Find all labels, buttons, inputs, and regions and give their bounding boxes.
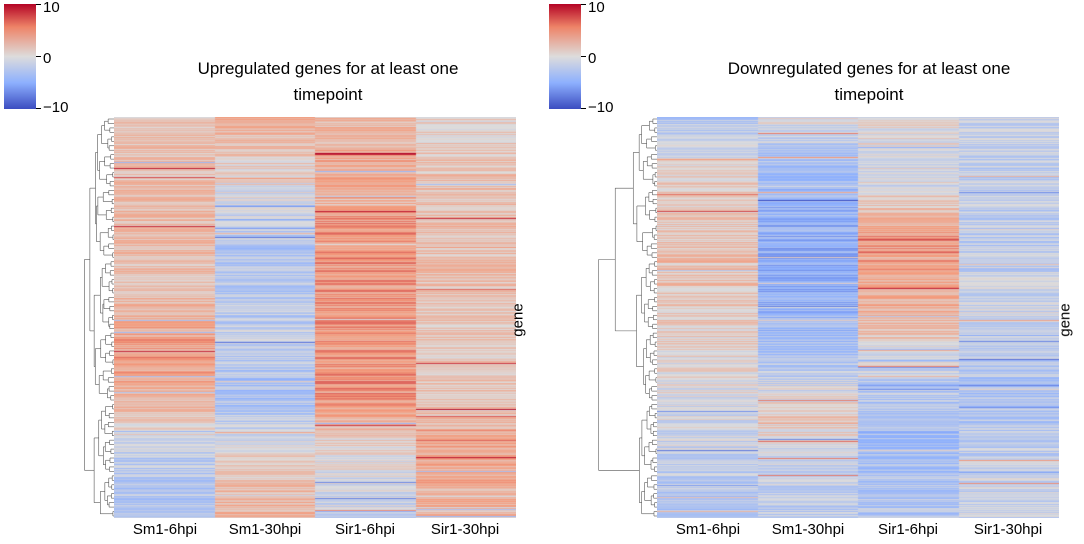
colorbar-tick <box>36 56 41 57</box>
row-dendrogram <box>84 118 114 517</box>
chart-title: Downregulated genes for at least one tim… <box>669 56 1069 108</box>
heatmap-panel-downregulated: 10 0 −10 Downregulated genes for at leas… <box>545 0 1084 544</box>
chart-title: Upregulated genes for at least one timep… <box>128 56 528 108</box>
heatmap-panel-upregulated: 10 0 −10 Upregulated genes for at least … <box>4 0 528 538</box>
colorbar-label-max: 10 <box>43 0 60 16</box>
chart-title-line-2: timepoint <box>293 85 363 104</box>
colorbar-label-min: −10 <box>588 99 614 116</box>
colorbar-tick <box>581 4 586 5</box>
heatmap-grid <box>114 117 516 518</box>
y-axis-label: gene <box>509 303 527 337</box>
colorbar-tick <box>36 4 41 5</box>
column-label-sir1-6hpi: Sir1-6hpi <box>877 521 939 538</box>
column-label-sm1-30hpi: Sm1-30hpi <box>771 521 845 538</box>
row-dendrogram <box>598 118 657 517</box>
colorbar-label-zero: 0 <box>588 50 597 67</box>
colorbar-tick <box>581 56 586 57</box>
column-label-sm1-6hpi: Sm1-6hpi <box>675 521 741 538</box>
colorbar-label-max: 10 <box>588 0 605 16</box>
column-label-sir1-30hpi: Sir1-30hpi <box>430 521 500 538</box>
colorbar-tick <box>581 108 586 109</box>
chart-title-line-1: Downregulated genes for at least one <box>727 59 1011 78</box>
colorbar-tick <box>36 108 41 109</box>
colorbar <box>549 4 581 109</box>
colorbar <box>4 4 36 109</box>
column-label-sm1-30hpi: Sm1-30hpi <box>228 521 302 538</box>
colorbar-label-min: −10 <box>43 99 69 116</box>
heatmap-grid <box>657 117 1059 518</box>
colorbar-label-zero: 0 <box>43 50 52 67</box>
y-axis-label: gene <box>1056 303 1074 337</box>
column-label-sm1-6hpi: Sm1-6hpi <box>132 521 198 538</box>
chart-title-line-2: timepoint <box>834 85 904 104</box>
chart-title-line-1: Upregulated genes for at least one <box>197 59 459 78</box>
column-label-sir1-30hpi: Sir1-30hpi <box>973 521 1043 538</box>
column-label-sir1-6hpi: Sir1-6hpi <box>334 521 396 538</box>
